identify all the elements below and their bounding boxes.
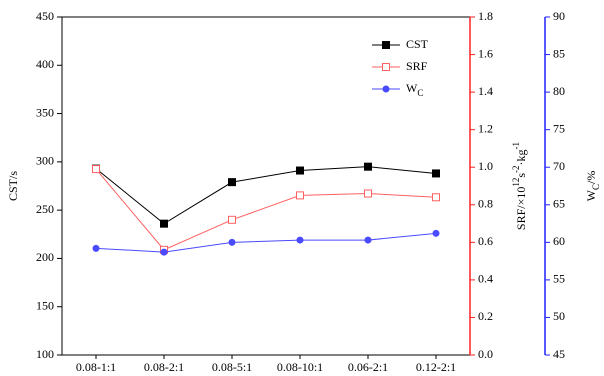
tick-label: 0.6 — [478, 234, 493, 248]
series-line — [95, 166, 437, 225]
data-point — [296, 166, 304, 175]
data-point — [228, 215, 236, 224]
legend-name: W — [406, 81, 418, 95]
tick-label: 90 — [553, 9, 565, 23]
y2-axis-title: SRF/×1012s-2·kg-1 — [511, 142, 528, 230]
legend-label: CST — [406, 37, 429, 51]
tick-label: 300 — [36, 154, 54, 168]
data-point — [432, 193, 440, 202]
tick-label: 250 — [36, 202, 54, 216]
data-point — [160, 219, 168, 228]
tick-label: 1.8 — [478, 9, 493, 23]
tick-label: 1.2 — [478, 121, 493, 135]
legend-label: SRF — [406, 59, 428, 73]
tick-label: 55 — [553, 272, 565, 286]
tick-label: 0.8 — [478, 197, 493, 211]
tick-label: 200 — [36, 250, 54, 264]
data-point — [296, 191, 304, 200]
tick-label: 70 — [553, 159, 565, 173]
y2-title-part: ·kg — [514, 149, 528, 165]
tick-label: 1.4 — [478, 84, 493, 98]
x-tick-label: 0.08-1:1 — [76, 360, 116, 374]
tick-label: 1.6 — [478, 46, 493, 60]
y3-title-part: C — [591, 184, 601, 190]
tick-label: 400 — [36, 57, 54, 71]
tick-label: 65 — [553, 197, 565, 211]
tick-label: 75 — [553, 121, 565, 135]
data-point — [364, 236, 372, 244]
series-line — [95, 232, 437, 253]
data-point — [432, 169, 440, 178]
data-point — [160, 248, 168, 256]
legend-name-sub: C — [417, 88, 423, 98]
y2-title-part: -1 — [511, 142, 521, 150]
y2-title-part: -2 — [511, 165, 521, 173]
y3-axis-title: WC/% — [584, 171, 601, 202]
y3-title-part: W — [584, 189, 598, 201]
y2-title-part: 12 — [511, 178, 521, 187]
data-point — [364, 189, 372, 198]
tick-label: 350 — [36, 105, 54, 119]
data-point — [432, 229, 440, 237]
tick-label: 50 — [553, 309, 565, 323]
data-point — [92, 165, 100, 174]
legend-marker — [382, 85, 390, 93]
tick-label: 100 — [36, 347, 54, 361]
data-point — [296, 236, 304, 244]
tick-label: 450 — [36, 9, 54, 23]
tick-label: 150 — [36, 298, 54, 312]
tick-label: 45 — [553, 347, 565, 361]
tick-label: 0.4 — [478, 272, 493, 286]
tick-label: 1.0 — [478, 159, 493, 173]
x-tick-label: 0.08-10:1 — [277, 360, 323, 374]
legend-marker — [382, 41, 390, 49]
y2-title-part: SRF/×10 — [514, 187, 528, 230]
tick-label: 85 — [553, 46, 565, 60]
tick-label: 0.0 — [478, 347, 493, 361]
data-point — [92, 244, 100, 252]
y3-title-part: /% — [584, 171, 598, 184]
x-tick-label: 0.12-2:1 — [416, 360, 456, 374]
tick-label: 0.2 — [478, 309, 493, 323]
legend-name: CST — [406, 37, 429, 51]
tick-label: 80 — [553, 84, 565, 98]
series-line — [95, 168, 437, 251]
y-axis-title: CST/s — [6, 171, 20, 201]
data-point — [228, 238, 236, 246]
data-point — [228, 178, 236, 187]
legend-marker — [382, 63, 390, 71]
legend-label: WC — [406, 81, 423, 98]
x-tick-label: 0.08-2:1 — [144, 360, 184, 374]
x-tick-label: 0.08-5:1 — [212, 360, 252, 374]
tick-label: 60 — [553, 234, 565, 248]
y2-title-part: s — [514, 173, 528, 178]
data-point — [364, 162, 372, 171]
x-tick-label: 0.06-2:1 — [348, 360, 388, 374]
legend-name: SRF — [406, 59, 428, 73]
